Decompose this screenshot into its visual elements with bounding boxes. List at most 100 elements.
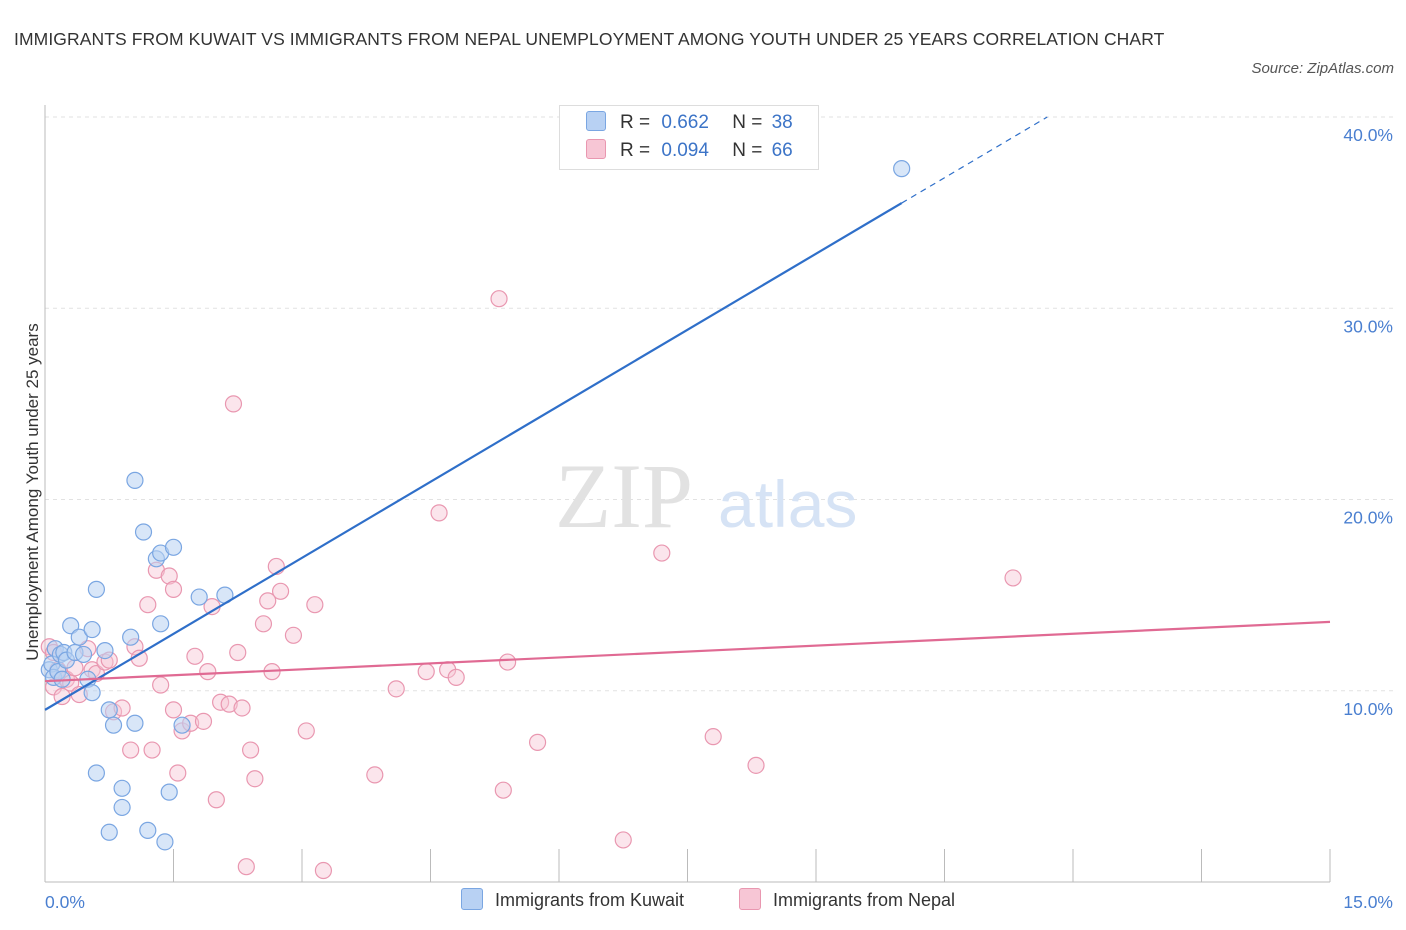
- kuwait-point: [62, 617, 80, 635]
- nepal-point: [164, 580, 183, 598]
- nepal-point: [254, 615, 273, 633]
- r-label: R =: [620, 140, 651, 161]
- nepal-point: [169, 764, 187, 782]
- correlation-legend: R = 0.662 N = 38 R = 0.094 N = 66: [559, 105, 819, 170]
- watermark-zip: ZIP: [555, 445, 693, 547]
- kuwait-point: [160, 783, 178, 801]
- nepal-point: [297, 722, 315, 740]
- nepal-point: [747, 756, 765, 774]
- nepal-point: [614, 831, 632, 849]
- bottom-legend-nepal: Immigrants from Nepal: [739, 888, 955, 911]
- y-axis-title: Unemployment Among Youth under 25 years: [23, 323, 42, 660]
- kuwait-point: [87, 764, 106, 782]
- kuwait-point: [152, 615, 170, 633]
- kuwait-point: [113, 779, 131, 797]
- kuwait-point: [134, 523, 153, 541]
- kuwait-point: [70, 628, 88, 646]
- nepal-point: [242, 741, 260, 759]
- legend-row-nepal: R = 0.094 N = 66: [586, 138, 793, 164]
- n-label: N =: [732, 140, 763, 161]
- kuwait-point: [190, 588, 208, 606]
- nepal-point: [194, 712, 213, 730]
- nepal-point: [143, 741, 161, 759]
- nepal-point: [152, 676, 170, 694]
- kuwait-point: [104, 716, 123, 734]
- kuwait-point: [139, 821, 157, 839]
- kuwait-swatch: [461, 888, 483, 910]
- kuwait-point: [126, 714, 144, 732]
- kuwait-point: [100, 823, 118, 841]
- chart-title: IMMIGRANTS FROM KUWAIT VS IMMIGRANTS FRO…: [14, 29, 1165, 49]
- nepal-point: [499, 653, 517, 671]
- nepal-point: [490, 290, 508, 308]
- kuwait-point: [126, 471, 144, 489]
- nepal-trend-line: [44, 620, 1331, 683]
- nepal-point: [229, 643, 247, 662]
- kuwait-point: [87, 580, 106, 598]
- kuwait-point: [113, 798, 131, 817]
- y-tick-label: 20.0%: [1343, 508, 1393, 528]
- watermark: ZIP atlas: [555, 445, 857, 547]
- nepal-point: [199, 663, 217, 681]
- nepal-point: [207, 791, 225, 809]
- kuwait-point: [83, 684, 101, 702]
- nepal-point: [314, 861, 333, 880]
- series-kuwait-points: [40, 160, 911, 851]
- kuwait-swatch: [586, 111, 606, 131]
- nepal-point: [233, 699, 251, 717]
- nepal-point: [259, 592, 277, 610]
- nepal-point: [284, 626, 303, 644]
- kuwait-point: [83, 620, 101, 639]
- watermark-atlas: atlas: [718, 467, 857, 541]
- nepal-point: [160, 567, 178, 585]
- kuwait-trend-extension: [901, 116, 1048, 204]
- kuwait-point: [122, 628, 140, 646]
- trend-lines: [44, 116, 1331, 711]
- kuwait-point: [893, 160, 911, 178]
- source-label: Source: ZipAtlas.com: [1251, 60, 1394, 77]
- nepal-point: [164, 701, 183, 719]
- legend-label-nepal: Immigrants from Nepal: [773, 890, 956, 910]
- series-nepal-points: [40, 290, 1022, 880]
- nepal-point: [494, 781, 512, 799]
- y-tick-label: 40.0%: [1343, 125, 1393, 145]
- nepal-point: [186, 647, 204, 665]
- nepal-point: [528, 733, 547, 751]
- kuwait-point: [96, 641, 114, 660]
- nepal-point: [224, 395, 243, 413]
- legend-row-kuwait: R = 0.662 N = 38: [586, 110, 793, 136]
- nepal-point: [246, 770, 264, 788]
- kuwait-point: [156, 833, 174, 851]
- nepal-point: [430, 504, 448, 522]
- nepal-point: [237, 858, 255, 876]
- nepal-point: [306, 596, 324, 614]
- kuwait-trend-line: [44, 202, 903, 711]
- nepal-point: [271, 582, 290, 600]
- nepal-r-value: 0.094: [661, 140, 709, 161]
- r-label: R =: [620, 112, 651, 133]
- nepal-point: [447, 668, 465, 686]
- kuwait-point: [164, 538, 183, 556]
- x-tick-label-max: 15.0%: [1343, 892, 1393, 912]
- nepal-point: [417, 663, 435, 681]
- kuwait-point: [173, 716, 191, 734]
- nepal-point: [366, 766, 384, 784]
- n-label: N =: [732, 112, 763, 133]
- nepal-point: [704, 728, 722, 746]
- nepal-swatch: [586, 139, 606, 159]
- nepal-point: [387, 680, 405, 698]
- x-tick-label-min: 0.0%: [45, 892, 85, 912]
- nepal-swatch: [739, 888, 761, 910]
- axes: 10.0% 20.0% 30.0% 40.0% 0.0% 15.0%: [44, 105, 1393, 912]
- kuwait-r-value: 0.662: [661, 112, 709, 133]
- bottom-legend-kuwait: Immigrants from Kuwait: [461, 888, 684, 911]
- kuwait-point: [100, 701, 118, 719]
- nepal-point: [220, 695, 238, 713]
- y-tick-label: 10.0%: [1343, 699, 1393, 719]
- legend-label-kuwait: Immigrants from Kuwait: [495, 890, 685, 910]
- nepal-point: [139, 596, 157, 614]
- kuwait-point: [74, 645, 93, 664]
- nepal-n-value: 66: [771, 140, 793, 161]
- gridlines: [45, 116, 1395, 692]
